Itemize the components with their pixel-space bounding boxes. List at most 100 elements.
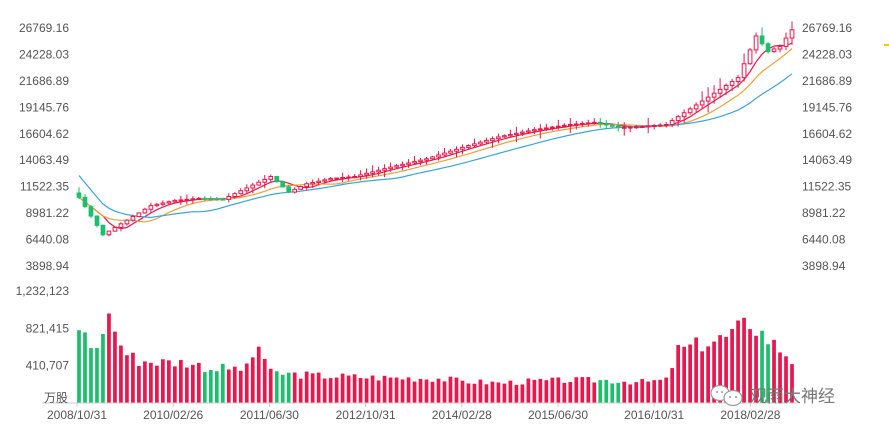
candle xyxy=(729,78,735,92)
volume-bar xyxy=(137,365,141,403)
candle xyxy=(298,185,304,190)
candle-body xyxy=(88,206,94,217)
candle xyxy=(418,157,423,166)
candle-body xyxy=(777,45,783,50)
candle-body xyxy=(759,35,765,45)
candle-body xyxy=(771,48,777,53)
volume-bar xyxy=(628,384,633,403)
candle xyxy=(382,164,387,178)
volume-bar xyxy=(238,370,243,403)
candle-body xyxy=(298,186,304,190)
volume-bar xyxy=(250,357,255,403)
candle-body xyxy=(729,81,735,86)
candle xyxy=(490,136,495,148)
volume-bar xyxy=(95,347,99,403)
volume-y-axis: 1,232,123 821,415 410,707 xyxy=(16,284,70,373)
candle-body xyxy=(220,198,226,201)
candle xyxy=(106,230,112,237)
candle-body xyxy=(172,199,178,203)
candle xyxy=(603,119,609,130)
candle xyxy=(771,47,777,53)
candle-body xyxy=(292,188,298,193)
volume-bar xyxy=(430,381,435,403)
volume-bar xyxy=(622,381,627,403)
volume-bar xyxy=(682,346,687,403)
price-tick-label-right: 11522.35 xyxy=(802,180,851,194)
volume-bar xyxy=(340,373,345,403)
candle xyxy=(208,196,214,202)
candle xyxy=(693,102,699,113)
candle xyxy=(424,156,429,165)
candle-body xyxy=(226,196,232,200)
candle xyxy=(633,124,639,129)
volume-bar xyxy=(382,375,387,403)
candle xyxy=(376,166,381,176)
candle-body xyxy=(232,193,238,198)
volume-bar xyxy=(676,345,681,403)
date-x-axis: 2008/10/31 2010/02/26 2011/06/30 2012/10/31… xyxy=(42,402,797,422)
volume-bar xyxy=(125,355,129,403)
candle xyxy=(502,134,507,138)
candle-body xyxy=(639,126,645,129)
volume-bar xyxy=(394,377,399,403)
x-tick-label: 2011/06/30 xyxy=(240,408,299,422)
candle xyxy=(537,124,543,139)
candle-body xyxy=(322,179,328,182)
volume-tick-label: 1,232,123 xyxy=(16,284,70,298)
candle-body xyxy=(765,43,771,53)
candle-body xyxy=(585,122,591,125)
volume-bar xyxy=(412,381,417,403)
volume-bar xyxy=(400,379,405,403)
candle-body xyxy=(424,158,429,161)
candle xyxy=(555,119,561,130)
candle-body xyxy=(352,175,357,178)
price-tick-label-right: 19145.76 xyxy=(802,100,852,114)
candle-body xyxy=(735,77,741,83)
candle-body xyxy=(490,138,495,141)
candle xyxy=(202,196,208,201)
candle-body xyxy=(316,180,322,183)
candle xyxy=(232,192,238,199)
candle xyxy=(268,174,274,184)
candle-body xyxy=(543,127,549,130)
candle xyxy=(567,118,573,133)
candle xyxy=(82,194,88,208)
volume-bar xyxy=(304,371,309,403)
volume-bar xyxy=(574,377,579,403)
volume-bar xyxy=(694,337,698,403)
volume-bar xyxy=(556,377,561,403)
candle-body xyxy=(166,201,172,204)
candle-body xyxy=(609,124,615,127)
volume-bar xyxy=(424,379,429,403)
volume-bar xyxy=(388,377,393,403)
volume-bar xyxy=(688,344,693,403)
candle-body xyxy=(508,134,513,137)
candle-body xyxy=(514,132,519,136)
candle-body xyxy=(196,197,202,200)
volume-bar xyxy=(262,358,267,403)
candle-body xyxy=(687,108,693,114)
volume-bar xyxy=(460,380,465,403)
volume-bar xyxy=(664,377,669,403)
candle-body xyxy=(466,145,471,148)
candle xyxy=(699,91,705,109)
volume-bar xyxy=(286,372,291,403)
candle xyxy=(250,182,256,194)
candle xyxy=(274,175,280,183)
volume-bar xyxy=(346,375,351,403)
candle xyxy=(280,180,286,188)
volume-bar xyxy=(538,378,543,403)
candle-body xyxy=(478,141,483,145)
price-tick-label-right: 8981.22 xyxy=(802,206,846,220)
volume-bar xyxy=(376,380,381,403)
candle xyxy=(136,212,142,218)
candle xyxy=(579,121,585,127)
candle xyxy=(466,144,471,149)
candle-body xyxy=(310,181,316,185)
candle xyxy=(286,184,292,193)
candle xyxy=(364,168,369,179)
volume-bar xyxy=(544,380,549,403)
candle xyxy=(514,126,519,142)
volume-bar xyxy=(184,367,189,403)
volume-unit-label: 万股 xyxy=(44,391,68,405)
